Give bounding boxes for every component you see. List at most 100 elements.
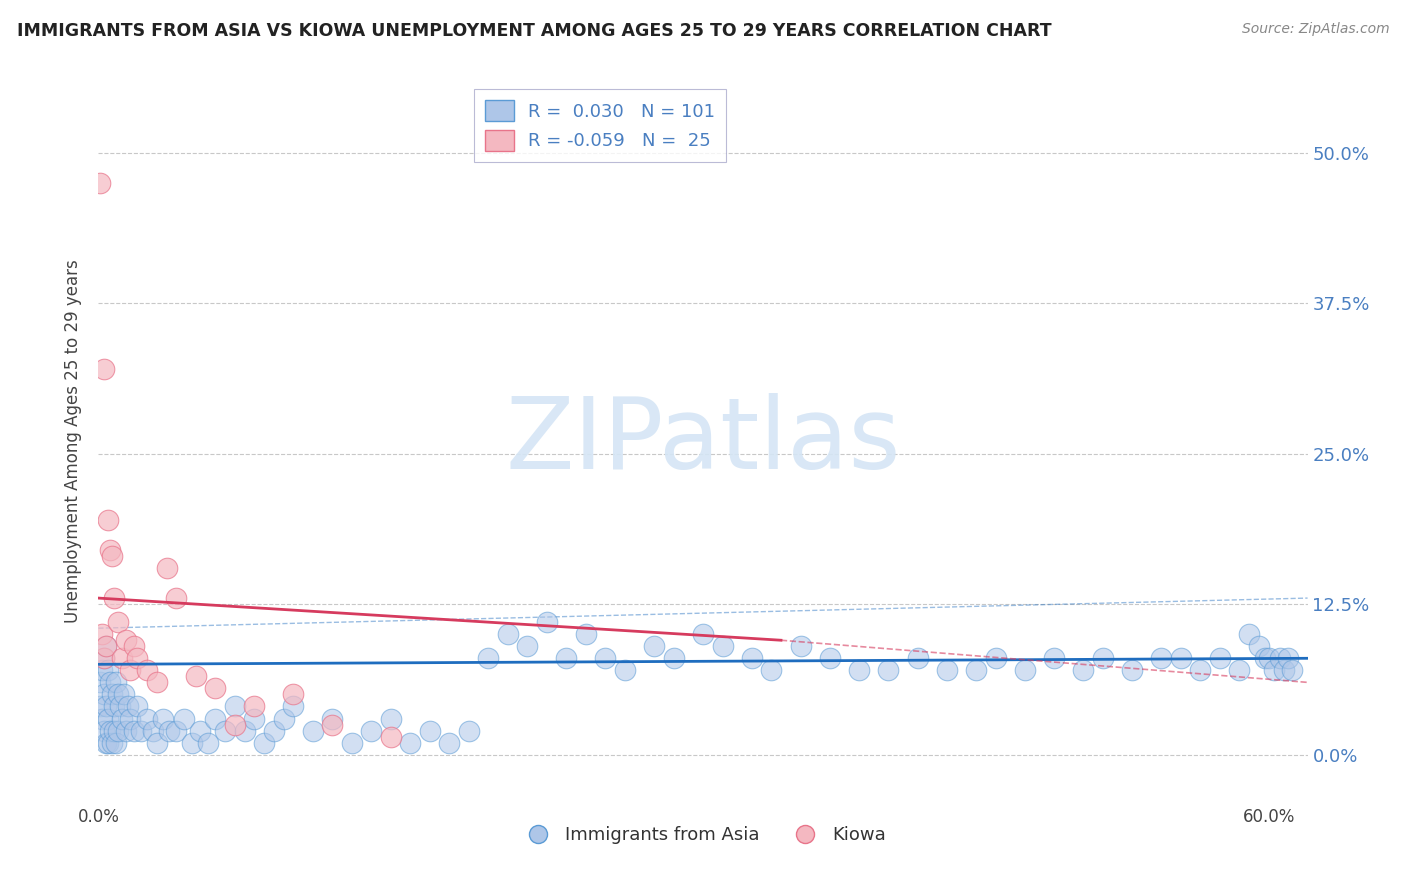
Point xyxy=(122,723,145,738)
Point xyxy=(1150,651,1173,665)
Point xyxy=(253,735,276,749)
Point xyxy=(243,712,266,726)
Point xyxy=(98,723,121,738)
Point xyxy=(96,699,118,714)
Point xyxy=(184,669,207,683)
Point xyxy=(165,591,187,606)
Point xyxy=(152,712,174,726)
Point xyxy=(848,664,870,678)
Point xyxy=(1091,651,1114,665)
Point xyxy=(360,723,382,738)
Point xyxy=(107,723,129,738)
Point xyxy=(97,735,120,749)
Point xyxy=(107,687,129,701)
Point xyxy=(516,639,538,653)
Point xyxy=(711,639,734,653)
Point xyxy=(1272,664,1295,678)
Point xyxy=(93,362,115,376)
Point xyxy=(114,633,136,648)
Point xyxy=(97,664,120,678)
Point xyxy=(761,664,783,678)
Point xyxy=(142,723,165,738)
Point xyxy=(321,717,343,731)
Point xyxy=(197,735,219,749)
Point xyxy=(112,687,135,701)
Text: ZIPatlas: ZIPatlas xyxy=(505,393,901,490)
Point xyxy=(204,681,226,696)
Point xyxy=(1281,664,1303,678)
Point xyxy=(419,723,441,738)
Text: Source: ZipAtlas.com: Source: ZipAtlas.com xyxy=(1241,22,1389,37)
Point xyxy=(114,723,136,738)
Point xyxy=(157,723,180,738)
Point xyxy=(118,664,141,678)
Point xyxy=(101,735,124,749)
Point xyxy=(146,675,169,690)
Point xyxy=(104,735,127,749)
Point xyxy=(458,723,481,738)
Legend: Immigrants from Asia, Kiowa: Immigrants from Asia, Kiowa xyxy=(513,819,893,852)
Point xyxy=(302,723,325,738)
Point xyxy=(89,699,111,714)
Point xyxy=(214,723,236,738)
Point xyxy=(1237,627,1260,641)
Point xyxy=(96,639,118,653)
Point xyxy=(204,712,226,726)
Point xyxy=(536,615,558,630)
Point xyxy=(224,699,246,714)
Point xyxy=(1263,664,1285,678)
Point xyxy=(96,735,118,749)
Point xyxy=(156,561,179,575)
Point xyxy=(1277,651,1299,665)
Point xyxy=(477,651,499,665)
Point xyxy=(692,627,714,641)
Point xyxy=(188,723,211,738)
Point xyxy=(127,699,149,714)
Point xyxy=(643,639,665,653)
Point xyxy=(1257,651,1279,665)
Point xyxy=(283,687,305,701)
Point xyxy=(575,627,598,641)
Point xyxy=(127,651,149,665)
Point xyxy=(1121,664,1143,678)
Point xyxy=(103,723,125,738)
Y-axis label: Unemployment Among Ages 25 to 29 years: Unemployment Among Ages 25 to 29 years xyxy=(65,260,83,624)
Point xyxy=(614,664,637,678)
Point xyxy=(89,176,111,190)
Point xyxy=(98,675,121,690)
Point xyxy=(1270,651,1292,665)
Point xyxy=(340,735,363,749)
Point xyxy=(111,651,134,665)
Point xyxy=(181,735,204,749)
Point xyxy=(555,651,578,665)
Point xyxy=(283,699,305,714)
Point xyxy=(93,723,115,738)
Point xyxy=(122,639,145,653)
Point xyxy=(907,651,929,665)
Point xyxy=(103,699,125,714)
Point xyxy=(321,712,343,726)
Point xyxy=(136,664,159,678)
Point xyxy=(399,735,422,749)
Point xyxy=(789,639,811,653)
Point xyxy=(91,627,114,641)
Point xyxy=(818,651,841,665)
Point xyxy=(233,723,256,738)
Point xyxy=(263,723,285,738)
Point xyxy=(91,664,114,678)
Point xyxy=(131,723,153,738)
Point xyxy=(380,712,402,726)
Point xyxy=(97,513,120,527)
Point xyxy=(273,712,295,726)
Point xyxy=(118,712,141,726)
Point xyxy=(1043,651,1066,665)
Point xyxy=(935,664,957,678)
Point xyxy=(146,735,169,749)
Point xyxy=(101,549,124,563)
Point xyxy=(984,651,1007,665)
Point xyxy=(93,651,115,665)
Point xyxy=(98,542,121,557)
Point xyxy=(662,651,685,665)
Point xyxy=(496,627,519,641)
Point xyxy=(1253,651,1275,665)
